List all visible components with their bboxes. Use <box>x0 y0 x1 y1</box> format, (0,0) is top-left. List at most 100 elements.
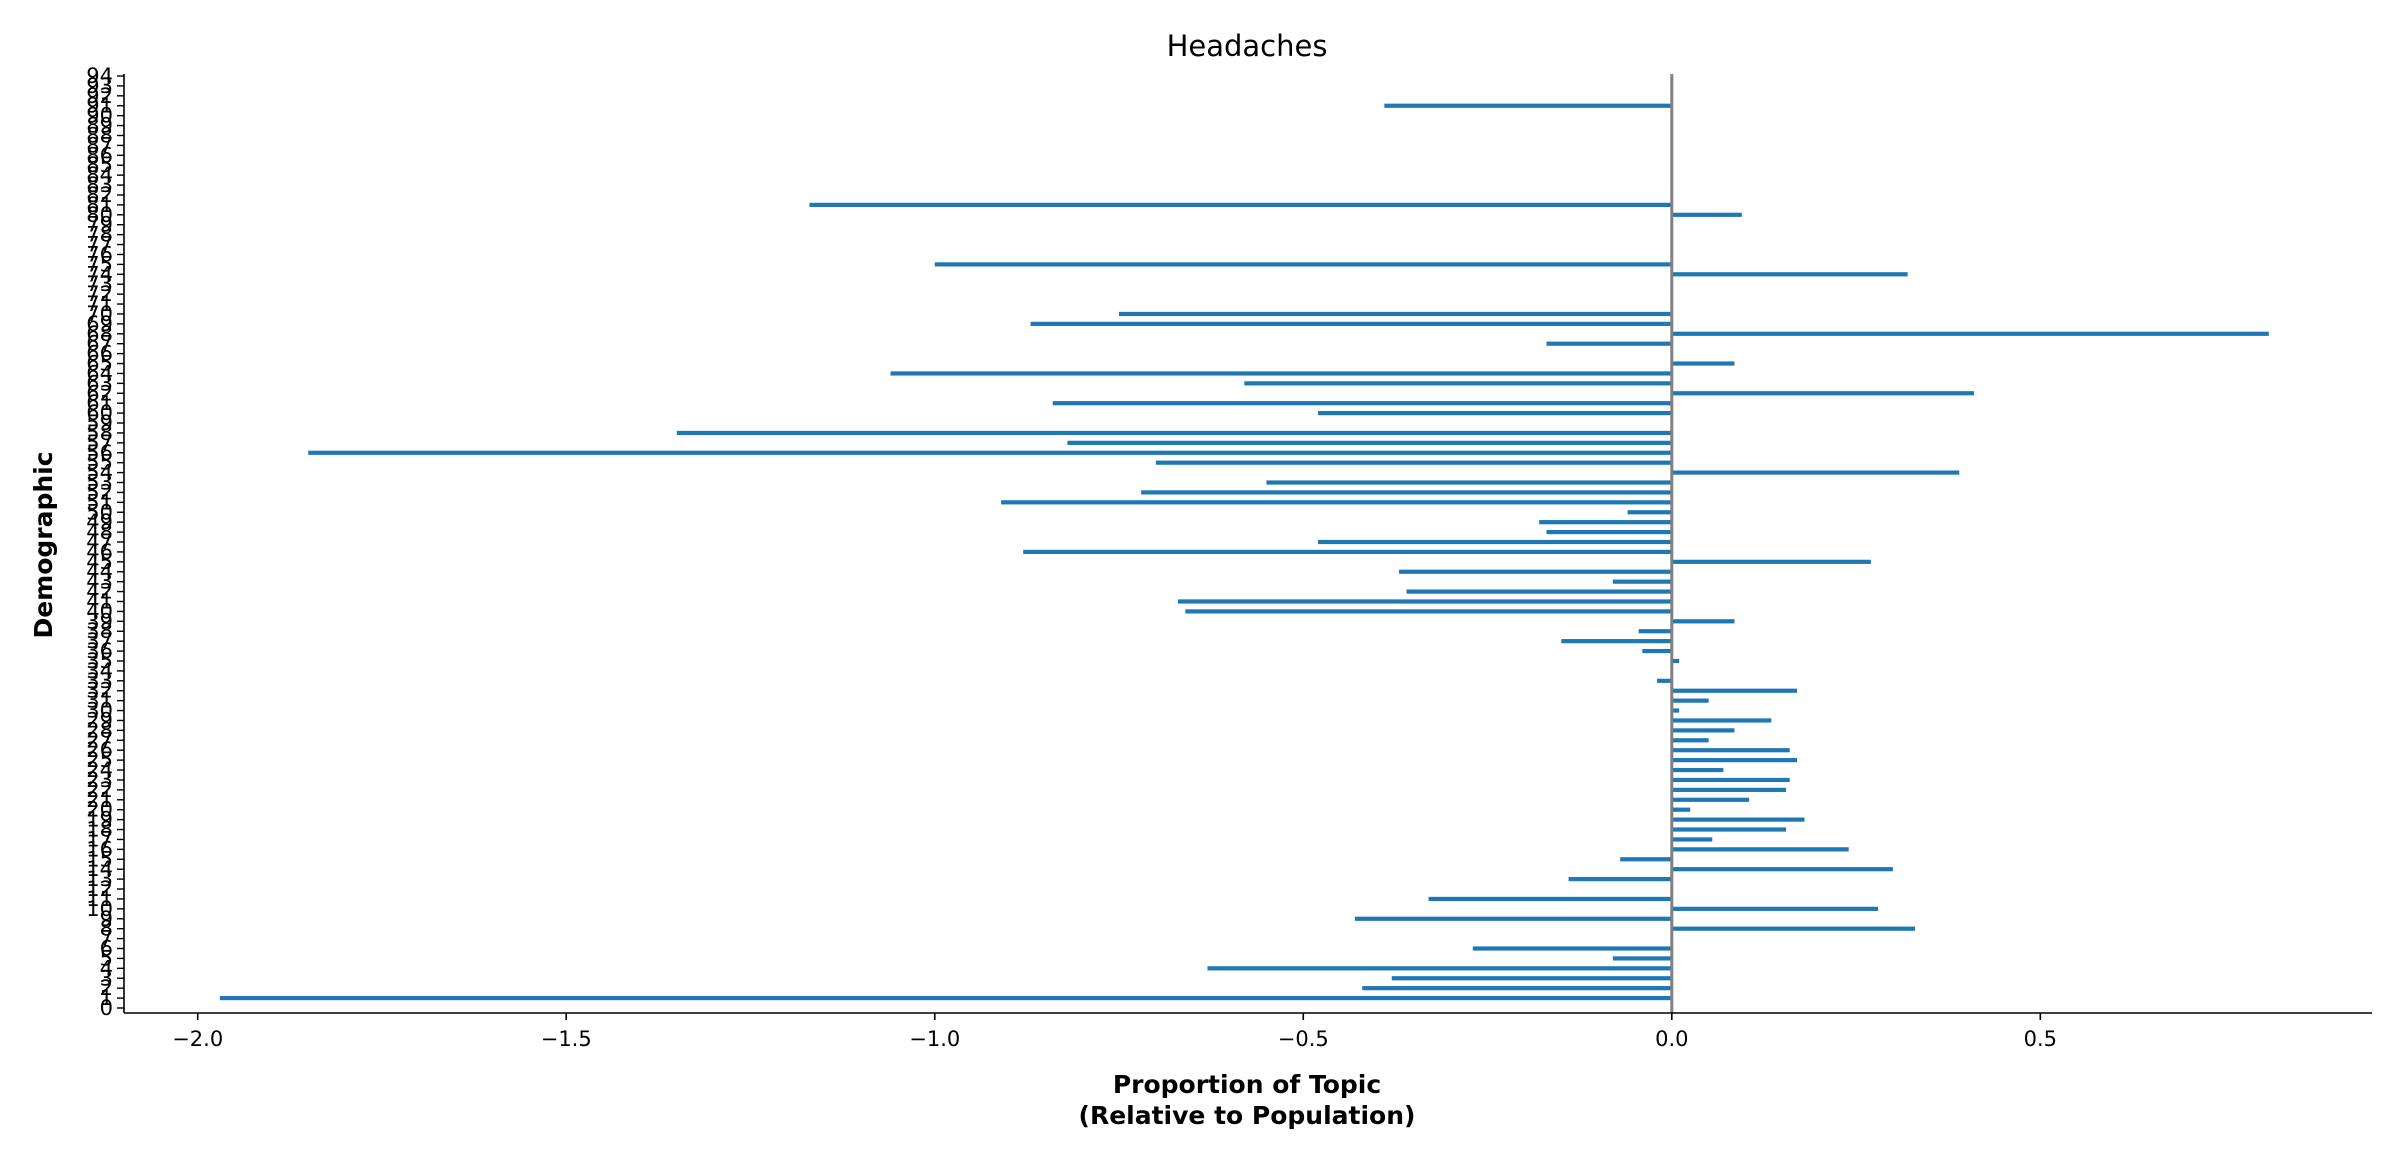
bar-51 <box>1001 500 1672 505</box>
y-tick-label: 1 <box>100 986 113 1010</box>
y-tick-label: 10 <box>86 897 113 921</box>
y-tick-label: 14 <box>86 857 113 881</box>
y-tick-label: 60 <box>86 401 113 425</box>
y-tick-label: 85 <box>86 153 113 177</box>
bar-65 <box>1671 361 1735 366</box>
y-tick-label: 47 <box>86 530 113 554</box>
x-tick-label: 0.0 <box>1655 1027 1688 1051</box>
y-tick-label: 83 <box>86 173 113 197</box>
y-tick-label: 90 <box>86 104 113 128</box>
y-tick-label: 28 <box>86 718 113 742</box>
y-tick-label: 48 <box>86 520 113 544</box>
bar-23 <box>1671 777 1790 783</box>
y-tick-label: 72 <box>86 282 113 306</box>
y-tick-label: 93 <box>86 74 113 98</box>
bar-14 <box>1671 867 1893 872</box>
bar-45 <box>1671 559 1871 564</box>
bar-47 <box>1318 539 1672 545</box>
y-tick-label: 42 <box>86 580 113 604</box>
axes-group <box>123 74 2372 1014</box>
chart-title: Headaches <box>1167 29 1328 63</box>
bar-62 <box>1671 391 1974 396</box>
y-tick-label: 77 <box>86 233 113 257</box>
y-tick-label: 25 <box>86 748 113 772</box>
y-tick-label: 33 <box>86 669 113 693</box>
bar-30 <box>1671 708 1680 713</box>
bar-39 <box>1671 619 1735 624</box>
y-tick-label: 69 <box>86 312 113 336</box>
y-tick-label: 22 <box>86 778 113 802</box>
bar-10 <box>1671 906 1879 911</box>
y-tick-label: 84 <box>86 163 113 187</box>
bar-36 <box>1642 648 1672 654</box>
y-tick-label: 32 <box>86 679 113 703</box>
bar-40 <box>1185 609 1672 614</box>
y-tick-label: 21 <box>86 788 113 812</box>
y-tick-label: 40 <box>86 599 113 623</box>
y-tick-label: 20 <box>86 798 113 822</box>
bar-8 <box>1671 926 1916 931</box>
x-tick-label: −2.0 <box>172 1027 223 1051</box>
y-tick-label: 45 <box>86 550 113 574</box>
y-tick-label: 38 <box>86 619 113 643</box>
y-tick-label: 87 <box>86 133 113 157</box>
bar-3 <box>1391 976 1672 981</box>
bar-17 <box>1671 837 1713 842</box>
x-ticks-group: −2.0 −1.5 −1.0 −0.5 0.0 0.5 <box>172 1013 2057 1051</box>
bar-26 <box>1671 748 1790 753</box>
y-tick-label: 81 <box>86 193 113 217</box>
y-tick-label: 78 <box>86 223 113 247</box>
y-tick-label: 49 <box>86 510 113 534</box>
y-tick-label: 70 <box>86 302 113 326</box>
x-tick-label: −1.5 <box>541 1027 592 1051</box>
y-tick-label: 4 <box>100 956 113 980</box>
y-tick-label: 30 <box>86 699 113 723</box>
bar-54 <box>1671 470 1960 475</box>
bar-48 <box>1546 529 1672 535</box>
bar-91 <box>1384 103 1672 108</box>
y-tick-label: 18 <box>86 818 113 842</box>
y-tick-label: 36 <box>86 639 113 663</box>
bar-38 <box>1638 629 1672 634</box>
y-tick-label: 63 <box>86 371 113 395</box>
y-tick-label: 5 <box>100 946 113 970</box>
x-axis-label-line2: (Relative to Population) <box>1079 1101 1416 1130</box>
y-tick-label: 39 <box>86 609 113 633</box>
bar-58 <box>676 430 1672 436</box>
bar-2 <box>1362 986 1672 991</box>
bar-32 <box>1671 688 1798 693</box>
bar-74 <box>1671 272 1908 277</box>
bar-22 <box>1671 787 1787 792</box>
y-tick-label: 61 <box>86 391 113 415</box>
x-tick-label: −0.5 <box>1278 1027 1329 1051</box>
y-tick-label: 50 <box>86 500 113 524</box>
y-tick-label: 75 <box>86 252 113 276</box>
y-tick-label: 89 <box>86 114 113 138</box>
bar-67 <box>1546 341 1672 346</box>
y-tick-label: 59 <box>86 411 113 435</box>
y-tick-label: 15 <box>86 847 113 871</box>
y-tick-label: 76 <box>86 242 113 266</box>
bar-20 <box>1671 807 1691 812</box>
bar-25 <box>1671 758 1798 763</box>
bar-80 <box>1671 212 1742 217</box>
y-tick-label: 23 <box>86 768 113 792</box>
y-tick-label: 86 <box>86 143 113 167</box>
bar-53 <box>1266 480 1672 485</box>
y-tick-label: 41 <box>86 589 113 613</box>
y-tick-label: 6 <box>100 937 113 961</box>
y-tick-label: 19 <box>86 808 113 832</box>
bar-19 <box>1671 817 1805 822</box>
bar-1 <box>219 995 1672 1001</box>
y-tick-label: 8 <box>100 917 113 941</box>
y-tick-label: 58 <box>86 421 113 445</box>
y-tick-label: 68 <box>86 322 113 346</box>
bar-35 <box>1671 658 1680 664</box>
bar-69 <box>1030 321 1672 326</box>
bar-11 <box>1428 896 1672 902</box>
bar-21 <box>1671 797 1750 802</box>
y-tick-label: 73 <box>86 272 113 296</box>
y-tick-label: 44 <box>86 560 113 584</box>
